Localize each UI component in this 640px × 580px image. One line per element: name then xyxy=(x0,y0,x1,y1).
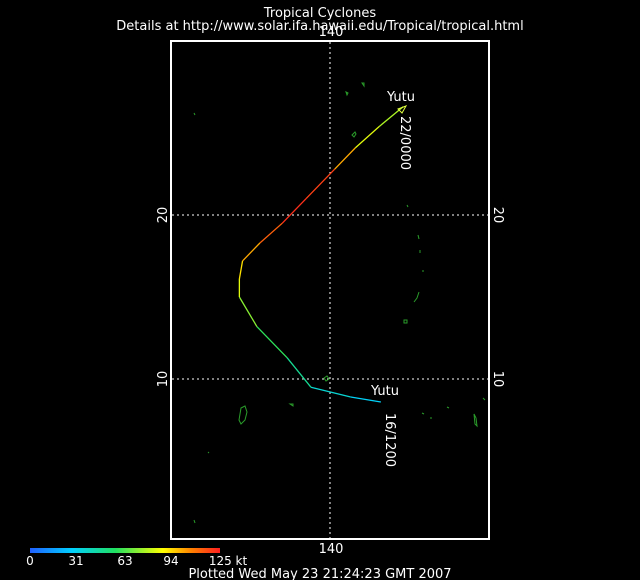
track-segment xyxy=(350,396,381,403)
colorbar-tick-63: 63 xyxy=(117,554,132,568)
track-segment xyxy=(355,125,380,149)
track-end-arrow xyxy=(397,105,408,114)
track-segment xyxy=(242,242,261,262)
track-segment xyxy=(238,296,258,327)
lon-label-top: 140 xyxy=(319,25,344,40)
track-segment xyxy=(334,147,356,170)
map-subtitle: Details at http://www.solar.ifa.hawaii.e… xyxy=(116,19,523,34)
colorbar-tick-31: 31 xyxy=(68,554,83,568)
storm-name-end: Yutu xyxy=(386,90,415,105)
lon-label-bottom: 140 xyxy=(319,542,344,557)
lat-label-10-left: 10 xyxy=(156,371,171,388)
colorbar-tick-0: 0 xyxy=(26,554,34,568)
lat-label-20-right: 20 xyxy=(490,207,505,224)
track-segment xyxy=(305,168,336,200)
colorbar-tick-125: 125 kt xyxy=(209,554,248,568)
track-segment xyxy=(281,198,307,224)
storm-end-time: 22/0000 xyxy=(397,116,412,170)
map-frame xyxy=(170,40,490,540)
lat-label-20-left: 20 xyxy=(156,207,171,224)
lat-label-10-right: 10 xyxy=(490,371,505,388)
track-segment xyxy=(238,260,244,280)
track-segment xyxy=(310,386,351,398)
intensity-colorbar xyxy=(30,548,220,553)
storm-name-start: Yutu xyxy=(370,384,399,399)
colorbar-tick-94: 94 xyxy=(163,554,178,568)
track-segment xyxy=(259,222,283,244)
track-segment xyxy=(256,326,288,359)
map-title: Tropical Cyclones xyxy=(263,6,376,21)
plotted-timestamp: Plotted Wed May 23 21:24:23 GMT 2007 xyxy=(188,567,451,580)
storm-track xyxy=(238,106,404,403)
storm-start-time: 16/1200 xyxy=(382,413,397,467)
track-segment xyxy=(286,357,312,388)
land-outlines xyxy=(193,82,486,524)
